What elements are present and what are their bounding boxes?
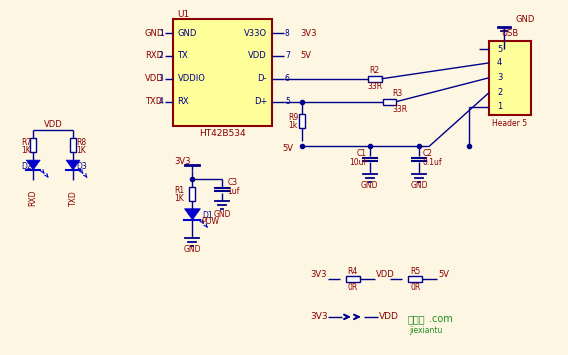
Text: 7: 7 xyxy=(285,51,290,60)
Text: GND: GND xyxy=(145,29,164,38)
Text: 接线图: 接线图 xyxy=(407,314,425,324)
Text: 2: 2 xyxy=(159,51,164,60)
Text: GND: GND xyxy=(183,245,201,254)
Polygon shape xyxy=(66,160,80,170)
Text: Header 5: Header 5 xyxy=(492,119,528,128)
Bar xyxy=(382,99,396,105)
Text: 4: 4 xyxy=(497,59,502,67)
Bar xyxy=(346,276,360,282)
Bar xyxy=(70,138,76,152)
Text: 3: 3 xyxy=(497,73,502,82)
Text: 33R: 33R xyxy=(367,82,382,91)
Text: R4: R4 xyxy=(348,267,358,276)
Text: 3: 3 xyxy=(158,74,164,83)
Text: 1: 1 xyxy=(159,29,164,38)
Text: 3V3: 3V3 xyxy=(300,29,316,38)
Text: 0.1uf: 0.1uf xyxy=(423,158,442,166)
Text: GND: GND xyxy=(516,15,535,24)
Bar xyxy=(299,115,305,129)
Text: 1uf: 1uf xyxy=(227,187,240,196)
Bar xyxy=(190,187,195,201)
Text: HT42B534: HT42B534 xyxy=(199,129,245,138)
Text: TXD: TXD xyxy=(145,97,162,106)
Text: 1K: 1K xyxy=(174,194,184,203)
Text: 5V: 5V xyxy=(282,144,293,153)
Text: R8: R8 xyxy=(76,138,86,147)
Polygon shape xyxy=(26,160,40,170)
Text: 3V3: 3V3 xyxy=(310,270,327,279)
Text: 8: 8 xyxy=(285,29,290,38)
Text: 5V: 5V xyxy=(438,270,449,279)
Text: GND: GND xyxy=(214,210,231,219)
Text: 0R: 0R xyxy=(348,283,358,292)
Text: RXD: RXD xyxy=(29,189,37,206)
Text: R2: R2 xyxy=(370,66,379,75)
Text: TXD: TXD xyxy=(69,190,78,206)
Text: 0R: 0R xyxy=(410,283,420,292)
Text: D+: D+ xyxy=(254,97,267,106)
Text: 10uf: 10uf xyxy=(349,158,366,166)
Text: VDD: VDD xyxy=(375,270,394,279)
Text: R9: R9 xyxy=(288,113,298,122)
Text: VDD: VDD xyxy=(44,120,62,129)
Text: 33R: 33R xyxy=(392,105,408,114)
Text: VDD: VDD xyxy=(378,312,398,321)
Text: R1: R1 xyxy=(174,186,185,195)
Bar xyxy=(173,19,272,126)
Text: RX: RX xyxy=(178,97,189,106)
Text: C3: C3 xyxy=(227,179,237,187)
Text: RXD: RXD xyxy=(145,51,163,60)
Text: GND: GND xyxy=(411,181,428,190)
Text: 1k: 1k xyxy=(288,121,297,130)
Text: 5V: 5V xyxy=(300,51,311,60)
Text: V33O: V33O xyxy=(244,29,267,38)
Text: .com: .com xyxy=(429,314,453,324)
Text: D3: D3 xyxy=(76,162,87,171)
Text: GND: GND xyxy=(361,181,378,190)
Text: VDD: VDD xyxy=(145,74,164,83)
Text: R3: R3 xyxy=(392,89,403,98)
Text: 2: 2 xyxy=(497,88,502,97)
Text: VDD: VDD xyxy=(248,51,267,60)
Text: 3V3: 3V3 xyxy=(310,312,328,321)
Bar xyxy=(367,76,382,82)
Text: jiexiantu: jiexiantu xyxy=(410,326,443,335)
Text: 3V3: 3V3 xyxy=(174,157,191,166)
Text: D-: D- xyxy=(257,74,267,83)
Text: 1K: 1K xyxy=(76,146,86,155)
Text: USB: USB xyxy=(502,29,519,38)
Text: D1: D1 xyxy=(202,211,213,220)
Text: U1: U1 xyxy=(178,10,190,19)
Text: 6: 6 xyxy=(285,74,290,83)
Text: R7: R7 xyxy=(21,138,32,147)
Text: 5: 5 xyxy=(497,44,502,54)
Text: VDDIO: VDDIO xyxy=(178,74,206,83)
Text: 4: 4 xyxy=(158,97,164,106)
Text: D2: D2 xyxy=(21,162,32,171)
Text: 1: 1 xyxy=(497,102,502,111)
Text: R5: R5 xyxy=(410,267,420,276)
Text: 5: 5 xyxy=(285,97,290,106)
Text: 1K: 1K xyxy=(21,146,31,155)
Text: TX: TX xyxy=(178,51,188,60)
Bar xyxy=(30,138,36,152)
Text: C1: C1 xyxy=(357,149,366,158)
Polygon shape xyxy=(185,209,201,220)
Text: GND: GND xyxy=(178,29,197,38)
Bar xyxy=(489,41,531,115)
Bar xyxy=(408,276,423,282)
Text: POW: POW xyxy=(202,217,219,226)
Text: C2: C2 xyxy=(423,149,432,158)
